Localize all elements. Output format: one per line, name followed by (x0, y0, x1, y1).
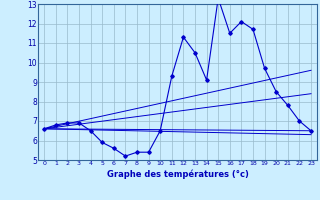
X-axis label: Graphe des températures (°c): Graphe des températures (°c) (107, 169, 249, 179)
